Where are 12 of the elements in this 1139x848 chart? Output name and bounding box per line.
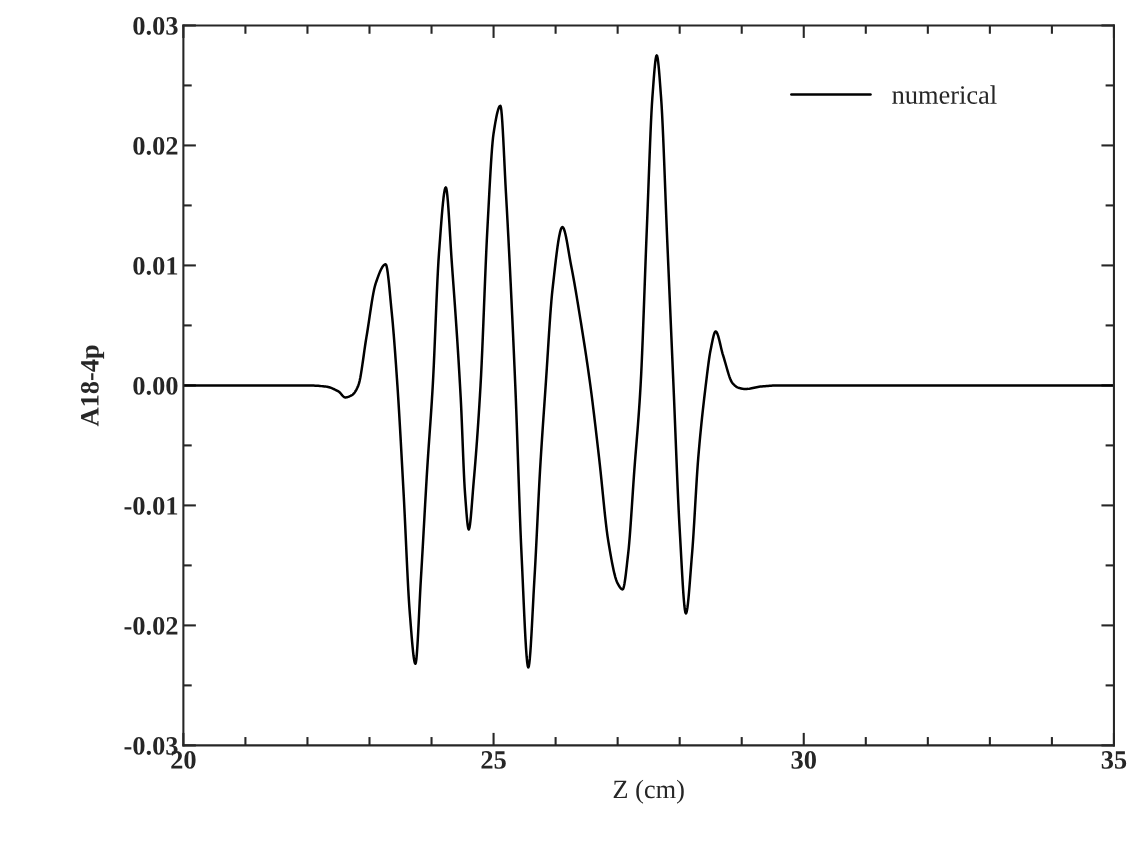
y-tick-label: 0.00: [133, 377, 178, 395]
y-tick-label: -0.01: [124, 497, 178, 515]
y-tick-label: 0.01: [133, 257, 178, 275]
y-tick-label: 0.02: [133, 137, 178, 155]
x-tick-label: 30: [791, 751, 816, 769]
legend-label: numerical: [892, 85, 997, 104]
y-tick-label: -0.02: [124, 617, 178, 635]
x-tick-label: 25: [481, 751, 506, 769]
y-axis-title: A18-4p: [80, 345, 105, 427]
y-tick-label: 0.03: [133, 17, 178, 35]
x-axis-title: Z (cm): [613, 779, 684, 804]
x-tick-label: 35: [1101, 751, 1127, 769]
